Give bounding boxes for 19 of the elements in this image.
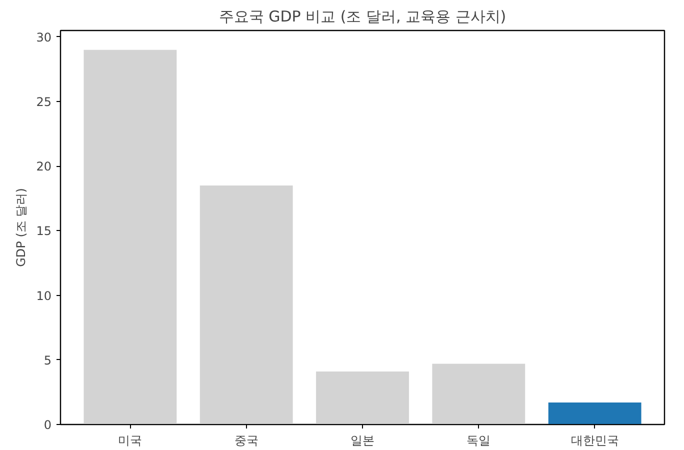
x-tick-label: 대한민국 — [570, 434, 619, 448]
bar — [200, 186, 293, 424]
x-tick-label: 독일 — [466, 434, 491, 448]
x-tick-label: 일본 — [350, 434, 374, 448]
y-tick-label: 15 — [36, 224, 52, 238]
x-tick-label: 미국 — [118, 434, 142, 448]
bar — [432, 364, 526, 424]
x-tick-label: 중국 — [234, 434, 258, 448]
y-tick-label: 5 — [44, 353, 52, 368]
bar — [548, 402, 642, 424]
y-tick-label: 0 — [44, 418, 52, 432]
bar — [316, 372, 409, 424]
bar — [84, 50, 177, 424]
y-tick-label: 20 — [36, 160, 52, 174]
y-tick-label: 25 — [36, 95, 52, 110]
y-axis-title: GDP (조 달러) — [14, 188, 28, 267]
y-tick-label: 30 — [36, 30, 52, 44]
chart-title: 주요국 GDP 비교 (조 달러, 교육용 근사치) — [218, 8, 506, 26]
y-tick-label: 10 — [36, 288, 52, 303]
